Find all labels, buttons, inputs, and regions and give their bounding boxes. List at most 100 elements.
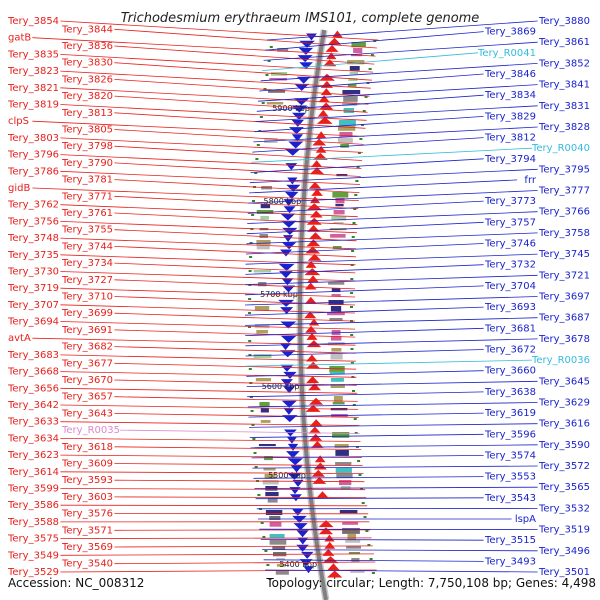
feature-block <box>342 522 359 525</box>
feature-block <box>346 546 361 549</box>
feature-block <box>351 42 366 48</box>
gene-label: Tery_3721 <box>538 270 590 281</box>
feature-block <box>348 78 358 81</box>
gene-label: Tery_3493 <box>484 556 536 567</box>
reverse-gene-arrow <box>283 386 296 394</box>
gene-label: Tery_3634 <box>7 433 59 444</box>
label-leader-line <box>114 561 376 565</box>
label-leader-line <box>114 112 366 129</box>
scale-tick <box>357 460 361 462</box>
label-leader-line <box>60 54 374 73</box>
label-leader-line <box>265 569 538 573</box>
feature-block <box>334 444 349 448</box>
scale-tick <box>268 578 272 580</box>
label-leader-line <box>247 200 484 214</box>
label-leader-line <box>60 287 356 298</box>
label-leader-line <box>254 486 538 489</box>
scale-tick <box>256 144 260 146</box>
label-leader-line <box>114 145 363 161</box>
label-leader-line <box>32 187 359 201</box>
forward-gene-arrow <box>312 476 327 484</box>
label-leader-line <box>60 371 357 378</box>
reverse-gene-arrow <box>281 285 296 293</box>
reverse-gene-arrow <box>280 379 293 387</box>
label-leader-line <box>246 370 484 377</box>
label-leader-line <box>248 412 484 418</box>
genome-summary: Topology: circular; Length: 7,750,108 bp… <box>265 576 596 590</box>
label-leader-line <box>263 559 484 562</box>
label-leader-line <box>114 229 357 242</box>
feature-block <box>253 354 272 359</box>
reverse-gene-arrow <box>278 299 295 307</box>
gene-label: Tery_3618 <box>61 442 113 453</box>
forward-gene-arrow <box>315 145 327 153</box>
feature-block <box>340 144 349 148</box>
feature-block <box>259 234 268 238</box>
gene-label: Tery_3844 <box>61 24 113 35</box>
feature-block <box>272 546 286 550</box>
forward-gene-arrow <box>316 491 329 499</box>
gene-label: Tery_3638 <box>484 387 536 398</box>
gene-label: Tery_3553 <box>484 472 536 483</box>
gene-label: Tery_3549 <box>7 550 59 561</box>
label-leader-line <box>245 338 538 347</box>
scale-tick <box>353 418 357 420</box>
gene-label: Tery_3623 <box>7 450 59 461</box>
gene-label: Tery_3755 <box>61 225 113 236</box>
label-leader-line <box>250 444 538 449</box>
gene-label: Tery_3805 <box>61 125 113 136</box>
reverse-gene-arrow <box>280 335 297 343</box>
gene-label: Tery_3586 <box>7 500 59 511</box>
feature-block <box>350 570 365 573</box>
gene-label: Tery_3668 <box>7 367 59 378</box>
scale-tick <box>359 138 363 140</box>
gene-label: Tery_3656 <box>7 383 59 394</box>
scale-tick <box>249 242 253 244</box>
gene-label: Tery_3829 <box>484 111 536 122</box>
feature-block <box>349 66 360 71</box>
gene-label: Tery_3790 <box>61 158 113 169</box>
gene-label: Tery_R0040 <box>531 143 590 154</box>
label-leader-line <box>265 31 484 51</box>
feature-block <box>331 288 341 293</box>
feature-block <box>337 138 353 144</box>
label-leader-line <box>60 387 358 394</box>
scale-tick <box>367 544 371 546</box>
reverse-gene-arrow <box>280 213 296 221</box>
label-leader-line <box>60 137 363 153</box>
feature-block <box>348 552 360 555</box>
reverse-gene-arrow <box>296 544 309 552</box>
scale-tick <box>255 158 259 160</box>
gene-label: Tery_3569 <box>61 542 113 553</box>
label-leader-line <box>60 20 379 41</box>
scale-tick <box>352 222 356 224</box>
reverse-gene-arrow <box>291 508 304 516</box>
gene-label: Tery_3781 <box>61 175 113 186</box>
label-leader-line <box>249 168 538 184</box>
feature-block <box>329 318 343 321</box>
label-leader-line <box>253 126 538 143</box>
scale-tick <box>358 474 362 476</box>
feature-block <box>265 510 283 515</box>
forward-gene-arrow <box>304 296 317 304</box>
gene-label: Tery_3835 <box>7 49 59 60</box>
gene-label: Tery_3745 <box>538 249 590 260</box>
feature-block <box>332 402 345 405</box>
scale-tick <box>362 110 366 112</box>
scale-tick <box>350 362 354 364</box>
scale-tick <box>369 558 373 560</box>
gene-label: frr <box>524 175 536 186</box>
reverse-gene-arrow <box>291 119 304 127</box>
reverse-gene-arrow <box>279 271 293 279</box>
forward-gene-arrow <box>309 210 323 218</box>
scale-tick <box>252 438 256 440</box>
label-leader-line <box>245 264 484 275</box>
gene-label: Tery_3756 <box>7 216 59 227</box>
reverse-gene-arrow <box>291 112 307 120</box>
scale-tick <box>365 530 369 532</box>
label-leader-line <box>245 285 484 296</box>
gene-label: Tery_3704 <box>484 281 536 292</box>
feature-block <box>331 378 344 382</box>
forward-gene-arrow <box>309 433 323 441</box>
reverse-gene-arrow <box>293 523 308 531</box>
